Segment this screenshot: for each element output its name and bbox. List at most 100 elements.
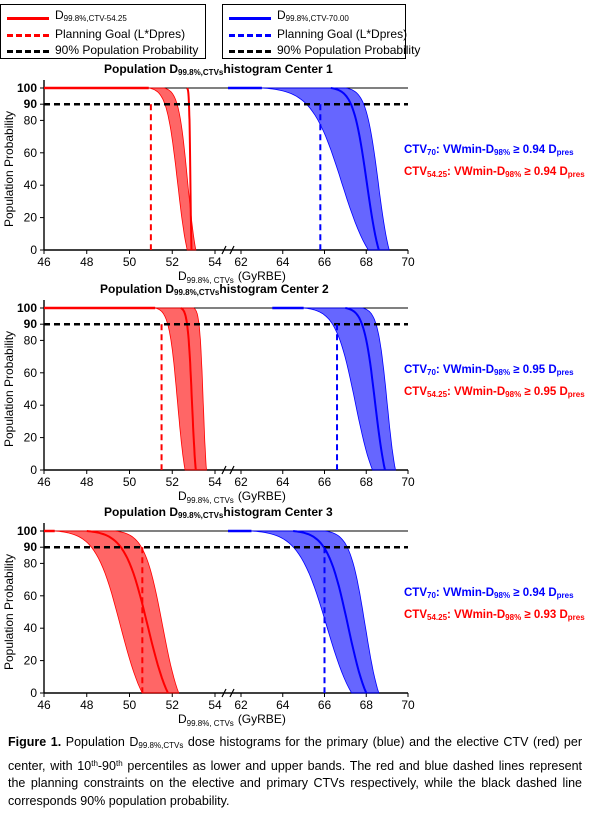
caption-p4: percentiles as lower and upper bands. Th… (8, 758, 583, 808)
chart-title-suffix: histogram Center 3 (223, 505, 333, 519)
axis-break-mark (221, 465, 227, 475)
median-line-red (180, 307, 197, 471)
chart-title: Population D99.8%,CTVshistogram Center 3 (104, 505, 333, 520)
chart-panel-3: Population D99.8%,CTVshistogram Center 3… (0, 505, 592, 733)
x-axis-label-sub: 99.8%, CTVs (187, 276, 234, 285)
annotation-part: CTV (404, 364, 427, 376)
chart-title: Population D99.8%,CTVshistogram Center 2 (100, 282, 329, 297)
annotation-part: pres (567, 613, 585, 622)
annotation-part: : VWmin-D (435, 364, 495, 376)
x-tick-label: 70 (401, 698, 415, 712)
annotation-part: CTV (404, 166, 427, 178)
median-line-red (86, 530, 169, 694)
legend-red: D99.8%,CTV-54.25 Planning Goal (L*Dpres)… (0, 4, 206, 59)
percentile-band-blue (261, 87, 390, 251)
annotation-part: ≥ 0.94 D (510, 587, 557, 599)
axis-break-mark (229, 465, 235, 475)
annotation-part: 70 (427, 368, 436, 377)
caption-label: Figure 1. (8, 735, 62, 749)
chart-title-prefix: Population D (104, 505, 178, 519)
x-tick-label: 48 (80, 255, 94, 269)
x-axis-label-main: D (178, 489, 187, 503)
annotation-part: 70 (427, 148, 436, 157)
caption-p1-sub: 99.8%,CTVs (138, 741, 184, 750)
annotation-part: 54.25 (427, 613, 448, 622)
x-tick-label: 50 (123, 698, 137, 712)
y-tick-label: 80 (24, 113, 38, 127)
annotation-part: : VWmin-D (447, 386, 506, 398)
y-tick-label: 100 (17, 81, 37, 95)
x-tick-label: 50 (123, 475, 137, 489)
x-tick-label: 64 (276, 475, 290, 489)
annotation-part: 98% (505, 613, 522, 622)
y-tick-label: 90 (24, 317, 38, 331)
annotation-part: 98% (505, 390, 522, 399)
legend-blue: D99.8%,CTV-70.00 Planning Goal (L*Dpres)… (222, 4, 420, 59)
axis-break-mark (221, 688, 227, 698)
annotation-ctv70: CTV70: VWmin-D98% ≥ 0.94 Dpres (404, 587, 574, 600)
x-tick-label: 52 (166, 698, 180, 712)
annotation-part: : VWmin-D (447, 166, 506, 178)
median-line-blue (345, 307, 386, 471)
y-tick-label: 40 (24, 621, 38, 635)
y-tick-label: 0 (30, 243, 37, 257)
legend-blue-dashed-swatch (229, 34, 271, 37)
chart-panel-2: Population D99.8%,CTVshistogram Center 2… (0, 282, 592, 510)
x-axis-label-sub: 99.8%, CTVs (187, 719, 234, 728)
x-tick-label: 64 (276, 698, 290, 712)
annotation-part: 70 (427, 591, 436, 600)
annotation-part: pres (556, 368, 574, 377)
chart-panel-1: Population D99.8%,CTVshistogram Center 1… (0, 62, 592, 290)
y-axis-label: Population Probability (2, 111, 16, 227)
y-tick-label: 0 (30, 686, 37, 700)
x-tick-label: 46 (37, 698, 51, 712)
annotation-ctv5425: CTV54.25: VWmin-D98% ≥ 0.94 Dpres (404, 166, 585, 179)
x-tick-label: 52 (166, 475, 180, 489)
annotation-part: CTV (404, 144, 427, 156)
x-tick-label: 70 (401, 255, 415, 269)
chart-svg: 0 20 40 60 80 90 100 46 48 50 52 54 62 64 66 68 70 D99.8%… (2, 80, 415, 285)
x-tick-label: 48 (80, 698, 94, 712)
annotation-part: ≥ 0.95 D (510, 364, 557, 376)
axis-break-mark (229, 245, 235, 255)
x-axis-label: D99.8%, CTVs (GyRBE) (178, 269, 286, 285)
annotation-part: 98% (494, 368, 511, 377)
figure-caption: Figure 1. Population D99.8%,CTVs dose hi… (8, 734, 582, 810)
annotation-part: CTV (404, 587, 427, 599)
x-tick-label: 50 (123, 255, 137, 269)
percentile-band-red (155, 307, 207, 471)
median-line-blue (293, 530, 368, 694)
chart-title-prefix: Population D (104, 62, 178, 76)
y-axis-label: Population Probability (2, 331, 16, 447)
legend-red-solid-swatch (7, 17, 49, 20)
legend-red-dashed-swatch (7, 34, 49, 37)
x-tick-label: 66 (318, 698, 332, 712)
y-tick-label: 40 (24, 398, 38, 412)
chart-svg: 0 20 40 60 80 90 100 46 48 50 52 54 62 64 66 68 70 D99.8%… (2, 300, 415, 505)
x-axis-label: D99.8%, CTVs (GyRBE) (178, 712, 286, 728)
y-tick-label: 40 (24, 178, 38, 192)
legend-red-90-label: 90% Population Probability (55, 43, 199, 57)
y-tick-label: 90 (24, 97, 38, 111)
legend-red-black-dashed-swatch (7, 50, 49, 53)
x-tick-label: 52 (166, 255, 180, 269)
annotation-part: ≥ 0.94 D (510, 144, 557, 156)
caption-sup1: th (91, 758, 98, 768)
annotation-part: 98% (494, 591, 511, 600)
chart-title-suffix: histogram Center 2 (219, 282, 329, 296)
annotation-ctv5425: CTV54.25: VWmin-D98% ≥ 0.93 Dpres (404, 609, 585, 622)
x-axis-label-main: D (178, 269, 187, 283)
median-line-red (186, 87, 193, 251)
legend-blue-90-label: 90% Population Probability (277, 43, 421, 57)
x-tick-label: 68 (360, 255, 374, 269)
x-tick-label: 62 (234, 698, 248, 712)
caption-sup2: th (115, 758, 123, 768)
x-tick-label: 54 (208, 475, 222, 489)
annotation-part: 98% (494, 148, 511, 157)
annotation-part: pres (567, 170, 585, 179)
caption-p1: Population D (61, 735, 139, 749)
y-tick-label: 0 (30, 463, 37, 477)
annotation-part: ≥ 0.93 D (521, 609, 568, 621)
chart-title-suffix: histogram Center 1 (223, 62, 333, 76)
median-line-blue (330, 87, 380, 251)
